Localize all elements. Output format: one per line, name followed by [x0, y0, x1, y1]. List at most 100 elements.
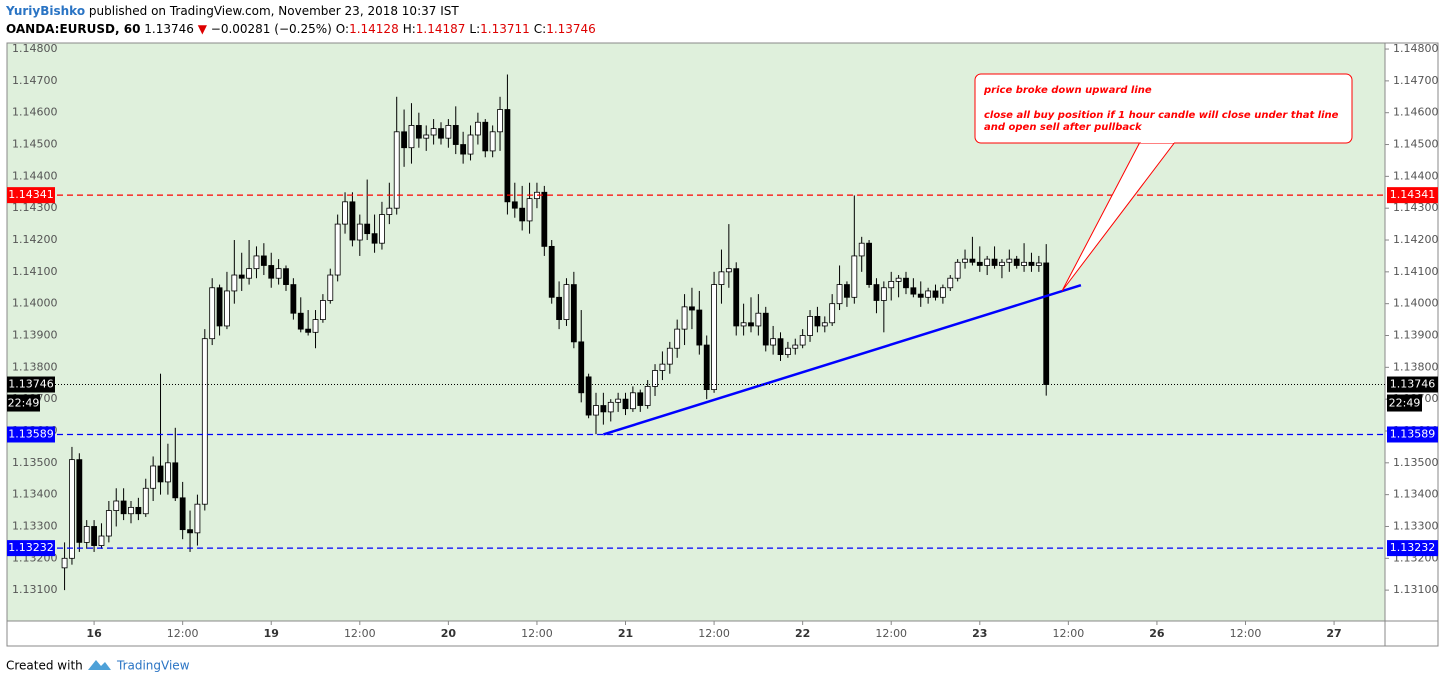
y-tick-label: 1.14600 [12, 106, 58, 119]
candle-body [866, 242, 872, 285]
price-marker-label: 1.13589 [8, 427, 54, 440]
candle-body [696, 309, 703, 346]
annotation-text: close all buy position if 1 hour candle … [984, 110, 1339, 121]
published: published on TradingView.com, November 2… [89, 4, 459, 18]
candle-body [268, 265, 275, 279]
candle-body [659, 363, 666, 371]
candle-body [179, 497, 186, 531]
y-tick-label: 1.13900 [12, 329, 58, 342]
candle-body [984, 258, 991, 266]
annotation-text: price broke down upward line [983, 85, 1152, 96]
candle-body [209, 287, 216, 340]
candle-body [836, 284, 843, 305]
y2-tick-label: 1.13400 [1393, 488, 1439, 501]
candle-body [165, 462, 171, 483]
symbol: OANDA:EURUSD, 60 [6, 22, 140, 36]
price-marker-label: 1.13589 [1390, 427, 1436, 440]
candle-body [1043, 262, 1050, 385]
candle-body [128, 506, 134, 515]
candle-body [600, 405, 607, 413]
candle-body [201, 338, 208, 505]
candle-body [319, 300, 326, 320]
price-marker-label: 1.14341 [8, 188, 54, 201]
candle-body [718, 271, 725, 285]
candle-body [401, 131, 407, 149]
candle-body [364, 223, 371, 235]
price-marker-label: 1.13232 [1390, 541, 1436, 554]
candle-body [674, 328, 681, 349]
y2-tick-label: 1.14500 [1393, 138, 1439, 151]
candle-body [652, 370, 658, 387]
candle-body [246, 268, 252, 279]
y-tick-label: 1.13500 [12, 456, 58, 469]
ohlc-value: 1.14187 [416, 22, 466, 36]
countdown-label: 22:49 [1389, 397, 1421, 410]
candle-body [755, 312, 762, 327]
change: −0.00281 (−0.25%) [211, 22, 332, 36]
candle-body [880, 287, 887, 301]
candle-body [703, 344, 710, 391]
price-marker [7, 187, 55, 204]
y2-tick-label: 1.14100 [1393, 265, 1439, 278]
candle-body [371, 233, 378, 244]
price-marker-label: 1.13232 [8, 541, 54, 554]
candle-body [327, 274, 334, 301]
y-tick-label: 1.13800 [12, 360, 58, 373]
candle-body [386, 207, 393, 215]
candle-body [570, 284, 577, 343]
candle-body [489, 131, 496, 152]
candle-body [799, 335, 806, 346]
y-tick-label: 1.14300 [12, 201, 58, 214]
candle-body [962, 258, 968, 263]
countdown-label: 22:49 [8, 397, 40, 410]
x-tick-label: 27 [1326, 627, 1341, 640]
x-tick-label: 12:00 [167, 627, 199, 640]
candle-body [342, 201, 348, 225]
candle-body [349, 201, 356, 241]
y2-tick-label: 1.14400 [1393, 169, 1439, 182]
x-tick-label: 21 [618, 627, 633, 640]
candle-body [954, 261, 961, 279]
candle-body [379, 214, 385, 244]
symbol-line: OANDA:EURUSD, 60 1.13746 ▼ −0.00281 (−0.… [6, 22, 596, 36]
ohlc-label: L: [469, 22, 480, 36]
candle-body [762, 312, 769, 346]
y2-tick-label: 1.14600 [1393, 106, 1439, 119]
y-tick-label: 1.13300 [12, 519, 58, 532]
candle-body [253, 255, 260, 270]
candle-body [748, 322, 754, 327]
x-tick-label: 16 [86, 627, 102, 640]
price-marker [1387, 187, 1438, 204]
header-line: YuriyBishko published on TradingView.com… [5, 4, 459, 18]
candle-body [541, 191, 548, 247]
y2-tick-label: 1.14300 [1393, 201, 1439, 214]
candle-body [98, 535, 105, 546]
countdown-marker [1387, 394, 1422, 412]
ohlc-value: 1.14128 [349, 22, 399, 36]
candle-body [69, 459, 75, 559]
candle-body [430, 128, 437, 136]
footer-created: Created with [6, 659, 83, 673]
candle-body [260, 255, 267, 266]
candle-body [187, 529, 193, 534]
candle-body [644, 386, 651, 406]
ohlc-label: H: [403, 22, 416, 36]
candle-body [356, 223, 363, 241]
candle-body [784, 347, 791, 355]
candle-body [711, 284, 717, 391]
y-tick-label: 1.14800 [12, 42, 58, 55]
x-tick-label: 12:00 [875, 627, 907, 640]
candle-body [415, 125, 422, 139]
candle-body [917, 293, 924, 298]
y2-tick-label: 1.13500 [1393, 456, 1439, 469]
candle-body [910, 287, 917, 295]
candle-body [142, 487, 149, 515]
candle-body [1006, 258, 1013, 263]
candle-body [548, 245, 555, 298]
trend-line [602, 284, 1082, 436]
candle-body [740, 322, 747, 327]
candle-body [334, 223, 341, 276]
countdown-marker [7, 394, 40, 412]
candle-body [725, 268, 732, 273]
candle-body [238, 274, 245, 279]
